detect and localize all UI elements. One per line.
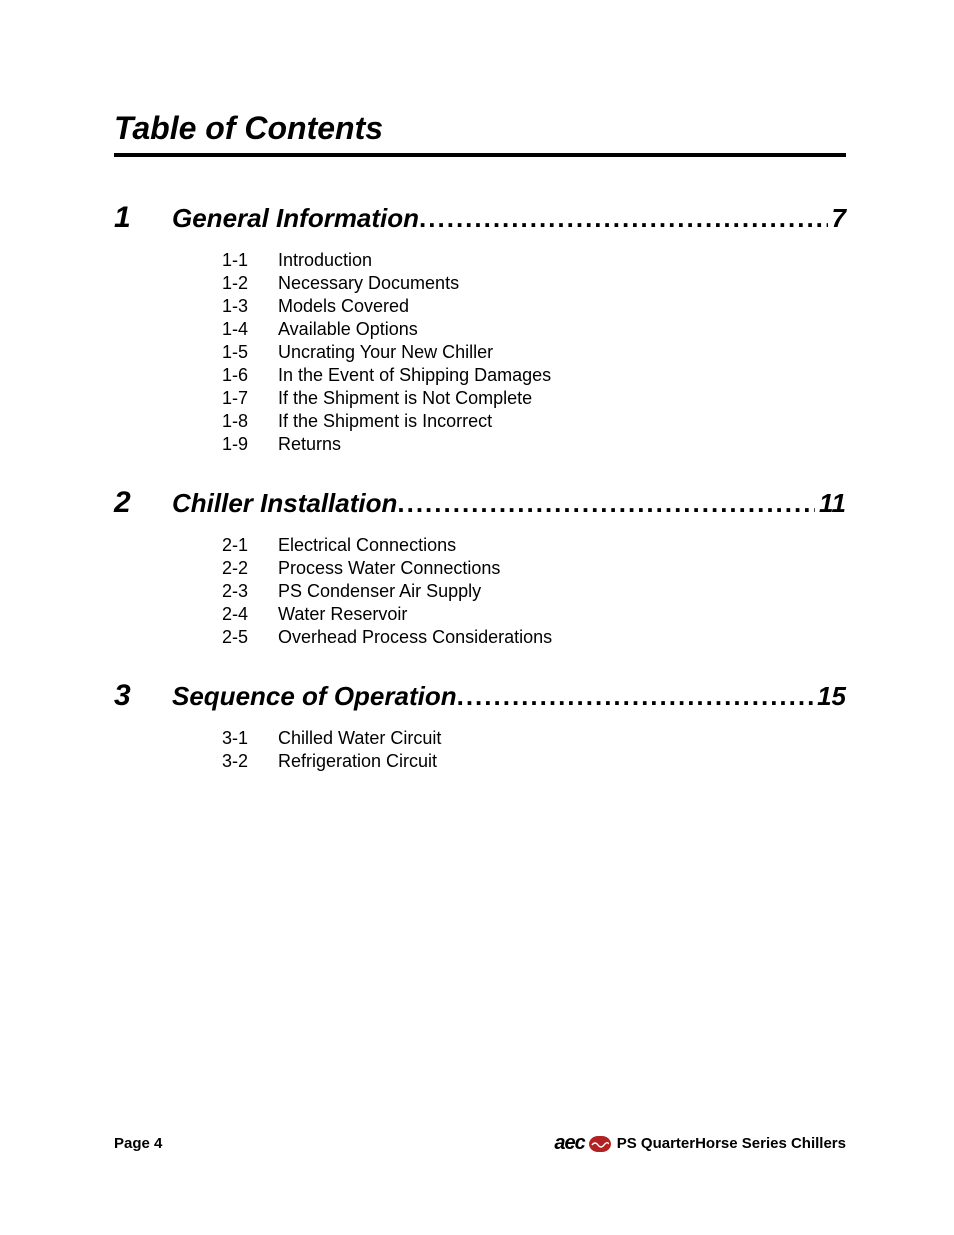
toc-item-label: Models Covered — [278, 295, 409, 318]
brand-logo-badge-icon — [589, 1136, 611, 1152]
toc-item-label: Returns — [278, 433, 341, 456]
toc-item: 2-4Water Reservoir — [222, 603, 846, 626]
section-page-number: 11 — [815, 488, 846, 519]
page: Table of Contents 1General Information 7… — [0, 0, 954, 1235]
toc-item: 2-3PS Condenser Air Supply — [222, 580, 846, 603]
toc-item: 1-1Introduction — [222, 249, 846, 272]
section-number: 1 — [114, 201, 172, 235]
toc-section: 2Chiller Installation 11 2-1Electrical Co… — [114, 486, 846, 649]
brand-logo: aec — [554, 1132, 610, 1155]
toc-item-label: Chilled Water Circuit — [278, 727, 441, 750]
toc-rule — [114, 153, 846, 157]
toc-item-number: 1-4 — [222, 318, 278, 341]
toc-sections: 1General Information 7 1-1Introduction1-2… — [114, 201, 846, 774]
section-page-number: 7 — [828, 203, 846, 234]
toc-item-label: Electrical Connections — [278, 534, 456, 557]
toc-item: 2-5Overhead Process Considerations — [222, 626, 846, 649]
footer-product-label: PS QuarterHorse Series Chillers — [617, 1135, 846, 1152]
toc-item: 1-2Necessary Documents — [222, 272, 846, 295]
toc-item-label: Introduction — [278, 249, 372, 272]
toc-item-label: Process Water Connections — [278, 557, 500, 580]
toc-item: 1-7If the Shipment is Not Complete — [222, 387, 846, 410]
toc-item: 1-4Available Options — [222, 318, 846, 341]
toc-item-number: 2-4 — [222, 603, 278, 626]
section-number: 3 — [114, 679, 172, 713]
toc-item-label: In the Event of Shipping Damages — [278, 364, 551, 387]
toc-item: 3-1Chilled Water Circuit — [222, 727, 846, 750]
toc-item-label: Refrigeration Circuit — [278, 750, 437, 773]
footer-right: aec PS QuarterHorse Series Chillers — [554, 1132, 846, 1155]
footer-page-label: Page 4 — [114, 1135, 162, 1152]
toc-item: 2-1Electrical Connections — [222, 534, 846, 557]
toc-item-label: Overhead Process Considerations — [278, 626, 552, 649]
leader-dots — [397, 488, 815, 519]
toc-item-number: 1-8 — [222, 410, 278, 433]
page-footer: Page 4 aec PS QuarterHorse Series Chille… — [114, 1132, 846, 1155]
toc-item-number: 1-1 — [222, 249, 278, 272]
section-title: Sequence of Operation — [172, 681, 457, 712]
toc-item-number: 2-1 — [222, 534, 278, 557]
toc-item-label: Necessary Documents — [278, 272, 459, 295]
toc-item-number: 3-1 — [222, 727, 278, 750]
toc-item: 1-9Returns — [222, 433, 846, 456]
section-heading: 3Sequence of Operation 15 — [114, 679, 846, 713]
toc-item-number: 2-2 — [222, 557, 278, 580]
leader-dots — [419, 203, 827, 234]
toc-item-number: 1-3 — [222, 295, 278, 318]
section-items: 1-1Introduction1-2Necessary Documents1-3… — [114, 249, 846, 456]
toc-item-number: 2-3 — [222, 580, 278, 603]
toc-section: 1General Information 7 1-1Introduction1-2… — [114, 201, 846, 456]
toc-title: Table of Contents — [114, 110, 846, 147]
section-heading: 1General Information 7 — [114, 201, 846, 235]
toc-item: 3-2Refrigeration Circuit — [222, 750, 846, 773]
toc-item: 1-3Models Covered — [222, 295, 846, 318]
toc-section: 3Sequence of Operation 15 3-1Chilled Wate… — [114, 679, 846, 773]
toc-item: 2-2Process Water Connections — [222, 557, 846, 580]
section-items: 3-1Chilled Water Circuit3-2Refrigeration… — [114, 727, 846, 773]
toc-item-number: 1-2 — [222, 272, 278, 295]
section-number: 2 — [114, 486, 172, 520]
section-page-number: 15 — [813, 681, 846, 712]
toc-item-label: If the Shipment is Not Complete — [278, 387, 532, 410]
section-heading: 2Chiller Installation 11 — [114, 486, 846, 520]
toc-item-number: 3-2 — [222, 750, 278, 773]
toc-item-label: Uncrating Your New Chiller — [278, 341, 493, 364]
toc-item-label: If the Shipment is Incorrect — [278, 410, 492, 433]
toc-item-number: 1-5 — [222, 341, 278, 364]
leader-dots — [457, 681, 813, 712]
toc-item: 1-8If the Shipment is Incorrect — [222, 410, 846, 433]
toc-item-label: Water Reservoir — [278, 603, 407, 626]
toc-item: 1-6In the Event of Shipping Damages — [222, 364, 846, 387]
section-title: General Information — [172, 203, 419, 234]
toc-item-label: Available Options — [278, 318, 418, 341]
section-items: 2-1Electrical Connections2-2Process Wate… — [114, 534, 846, 649]
toc-item-number: 1-6 — [222, 364, 278, 387]
toc-item-number: 1-7 — [222, 387, 278, 410]
toc-item-number: 2-5 — [222, 626, 278, 649]
brand-logo-text: aec — [554, 1132, 584, 1155]
toc-item: 1-5Uncrating Your New Chiller — [222, 341, 846, 364]
toc-item-label: PS Condenser Air Supply — [278, 580, 481, 603]
section-title: Chiller Installation — [172, 488, 397, 519]
toc-item-number: 1-9 — [222, 433, 278, 456]
